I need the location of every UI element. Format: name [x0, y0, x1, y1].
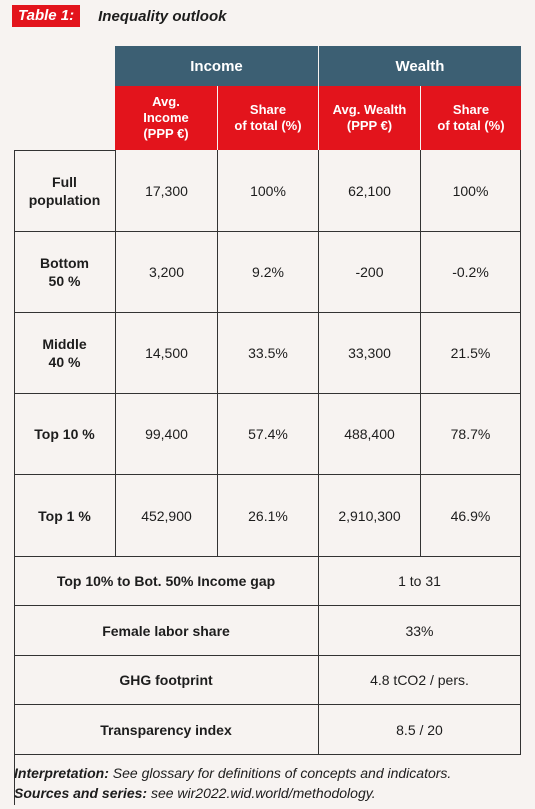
table-cell: 26.1% — [218, 475, 319, 557]
table-cell: 14,500 — [116, 313, 218, 394]
sources-text: see wir2022.wid.world/methodology. — [147, 785, 376, 801]
table-cell: 9.2% — [218, 232, 319, 313]
table-cell: 2,910,300 — [319, 475, 421, 557]
table-cell: 21.5% — [421, 313, 521, 394]
group-header-income: Income — [115, 46, 318, 86]
sources-label: Sources and series: — [14, 785, 148, 801]
summary-label: Top 10% to Bot. 50% Income gap — [14, 557, 319, 606]
summary-label: GHG footprint — [14, 656, 319, 705]
summary-label: Female labor share — [14, 606, 319, 656]
row-label: Full population — [14, 150, 116, 232]
sources-note: Sources and series: see wir2022.wid.worl… — [14, 785, 376, 801]
interpretation-note: Interpretation: See glossary for definit… — [14, 765, 451, 781]
interpretation-label: Interpretation: — [14, 765, 109, 781]
col-header-wealth-share: Share of total (%) — [421, 86, 521, 150]
summary-label: Transparency index — [14, 705, 319, 755]
table-cell: 100% — [421, 150, 521, 232]
row-label: Top 1 % — [14, 475, 116, 557]
table-number-tag: Table 1: — [12, 5, 81, 27]
table-cell: 17,300 — [116, 150, 218, 232]
table-title-row: Table 1: Inequality outlook — [12, 5, 226, 27]
row-label: Bottom 50 % — [14, 232, 116, 313]
table-cell: 78.7% — [421, 394, 521, 475]
col-header-avg-wealth: Avg. Wealth (PPP €) — [319, 86, 420, 150]
summary-value: 8.5 / 20 — [319, 705, 521, 755]
summary-value: 4.8 tCO2 / pers. — [319, 656, 521, 705]
col-header-avg-income: Avg. Income (PPP €) — [115, 86, 217, 150]
table-cell: 57.4% — [218, 394, 319, 475]
table-cell: -0.2% — [421, 232, 521, 313]
summary-value: 33% — [319, 606, 521, 656]
group-header-wealth: Wealth — [319, 46, 521, 86]
table-left-border — [14, 150, 15, 805]
table-cell: 62,100 — [319, 150, 421, 232]
table-cell: 33,300 — [319, 313, 421, 394]
table-cell: -200 — [319, 232, 421, 313]
summary-value: 1 to 31 — [319, 557, 521, 606]
interpretation-text: See glossary for definitions of concepts… — [108, 765, 452, 781]
row-label: Top 10 % — [14, 394, 116, 475]
table-cell: 100% — [218, 150, 319, 232]
table-cell: 3,200 — [116, 232, 218, 313]
table-title: Inequality outlook — [98, 7, 227, 25]
table-cell: 488,400 — [319, 394, 421, 475]
table-cell: 33.5% — [218, 313, 319, 394]
table-cell: 46.9% — [421, 475, 521, 557]
col-header-income-share: Share of total (%) — [218, 86, 318, 150]
table-cell: 452,900 — [116, 475, 218, 557]
table-cell: 99,400 — [116, 394, 218, 475]
table-top-border — [14, 150, 115, 151]
row-label: Middle 40 % — [14, 313, 116, 394]
